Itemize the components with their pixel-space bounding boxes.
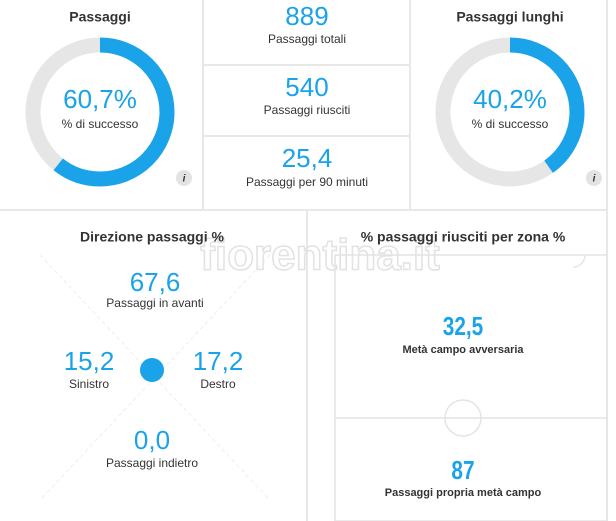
stat-label: Passaggi totali (268, 32, 346, 46)
donut-value: 60,7% (63, 84, 137, 114)
direction-label: Destro (200, 377, 236, 391)
direction-value: 15,2 (64, 346, 115, 376)
direction-value: 67,6 (130, 267, 181, 297)
zone-label: Metà campo avversaria (402, 344, 524, 356)
panel-title: Passaggi lunghi (456, 9, 563, 25)
stat-label: Passaggi per 90 minuti (246, 175, 368, 189)
stat-label: Passaggi riusciti (264, 103, 351, 117)
donut-label: % di successo (472, 117, 549, 131)
info-icon-text: i (593, 174, 596, 185)
stat-value: 889 (285, 1, 328, 31)
pitch-outline (334, 254, 608, 521)
donut-arc (435, 37, 585, 187)
info-icon-text: i (183, 174, 186, 185)
stat-value: 25,4 (282, 143, 333, 173)
zone-label: Passaggi propria metà campo (385, 487, 542, 499)
info-icon (176, 170, 192, 186)
center-dot (140, 358, 164, 382)
center-circle (444, 399, 482, 437)
stat-value: 540 (285, 72, 328, 102)
watermark: fiorentina.it (200, 231, 440, 280)
direction-value: 0,0 (134, 425, 170, 455)
direction-label: Passaggi indietro (106, 456, 198, 470)
direction-value: 17,2 (193, 346, 244, 376)
panel-title: % passaggi riusciti per zona % (361, 229, 566, 245)
panel-title: Direzione passaggi % (80, 229, 224, 245)
direction-label: Passaggi in avanti (106, 296, 203, 310)
donut-label: % di successo (62, 117, 139, 131)
corner-arc (572, 254, 586, 268)
info-icon (586, 170, 602, 186)
direction-label: Sinistro (69, 377, 109, 391)
panel-title: Passaggi (69, 9, 130, 25)
zone-value: 87 (451, 456, 474, 485)
donut-value: 40,2% (473, 84, 547, 114)
zone-value: 32,5 (443, 312, 483, 341)
donut-arc (25, 37, 175, 187)
